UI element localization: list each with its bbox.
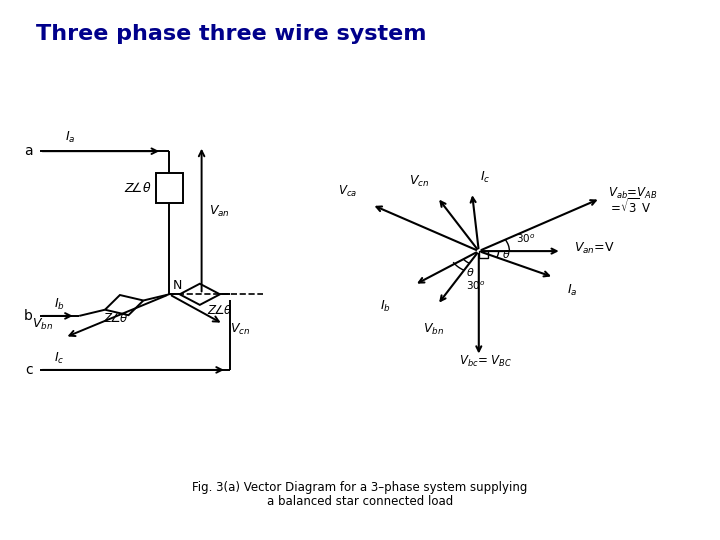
Text: $\theta$: $\theta$ xyxy=(466,266,474,278)
Text: a: a xyxy=(24,144,32,158)
Text: N: N xyxy=(173,279,182,292)
Text: Three phase three wire system: Three phase three wire system xyxy=(36,24,426,44)
Text: $I_a$: $I_a$ xyxy=(567,284,577,299)
Bar xyxy=(479,251,488,258)
Text: c: c xyxy=(24,363,32,377)
Text: $V_{ab}$=$V_{AB}$: $V_{ab}$=$V_{AB}$ xyxy=(608,186,657,200)
Text: $I_a$: $I_a$ xyxy=(65,130,76,145)
Text: $V_{an}$: $V_{an}$ xyxy=(209,205,230,219)
Text: 30$^o$: 30$^o$ xyxy=(516,233,536,245)
Text: $V_{an}$=V: $V_{an}$=V xyxy=(574,241,614,256)
Text: $Z\!\angle\theta$: $Z\!\angle\theta$ xyxy=(102,312,128,325)
Bar xyxy=(156,173,183,202)
Text: $V_{cn}$: $V_{cn}$ xyxy=(409,173,430,188)
Text: $Z\!\angle\theta$: $Z\!\angle\theta$ xyxy=(125,181,152,194)
Text: $V_{cn}$: $V_{cn}$ xyxy=(230,322,251,337)
Text: $V_{bc}$= $V_{BC}$: $V_{bc}$= $V_{BC}$ xyxy=(459,354,513,369)
Text: a balanced star connected load: a balanced star connected load xyxy=(267,495,453,508)
Text: $I_b$: $I_b$ xyxy=(54,296,65,312)
Text: $V_{ca}$: $V_{ca}$ xyxy=(338,184,357,199)
Text: 30$^o$: 30$^o$ xyxy=(466,280,485,292)
Text: $Z\!\angle\theta$: $Z\!\angle\theta$ xyxy=(207,304,233,317)
Text: b: b xyxy=(24,309,32,323)
Text: $\theta$: $\theta$ xyxy=(502,248,510,260)
Text: $V_{bn}$: $V_{bn}$ xyxy=(32,316,53,332)
Text: $I_c$: $I_c$ xyxy=(54,350,64,366)
Text: Fig. 3(a) Vector Diagram for a 3–phase system supplying: Fig. 3(a) Vector Diagram for a 3–phase s… xyxy=(192,481,528,494)
Text: $=\!\sqrt{3}$ V: $=\!\sqrt{3}$ V xyxy=(608,197,651,216)
Text: $I_c$: $I_c$ xyxy=(480,170,490,185)
Text: $I_b$: $I_b$ xyxy=(380,299,391,314)
Text: $V_{bn}$: $V_{bn}$ xyxy=(423,322,444,337)
